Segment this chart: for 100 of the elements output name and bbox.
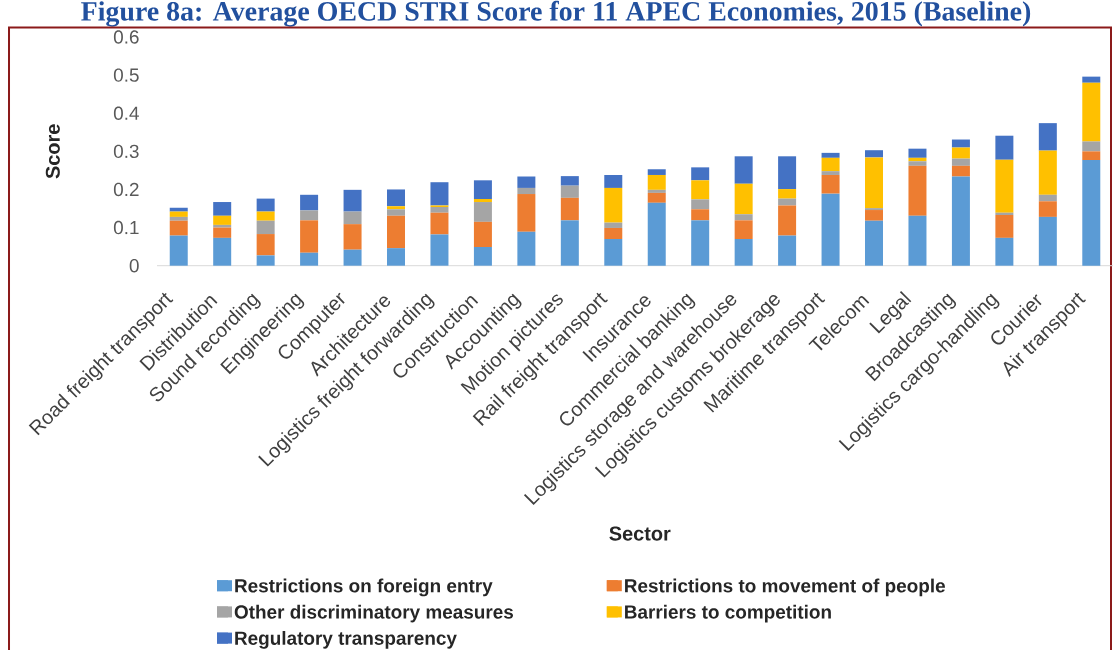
bar: [560, 197, 579, 221]
bar: [647, 174, 666, 190]
bar: [300, 210, 319, 221]
bar: [604, 222, 623, 228]
y-tick-label: 0.6: [113, 30, 139, 44]
bar: [473, 221, 492, 248]
bar: [387, 215, 406, 249]
bar: [256, 234, 275, 256]
bar: [778, 156, 797, 190]
bar: [1038, 123, 1057, 151]
bar: [691, 199, 710, 210]
bar: [647, 192, 666, 203]
bar: [387, 209, 406, 216]
bar: [691, 180, 710, 200]
bar: [1082, 141, 1101, 152]
bar: [821, 152, 840, 158]
bar: [1038, 194, 1057, 202]
y-tick-label: 0.5: [113, 68, 139, 82]
bar: [908, 148, 927, 158]
chart-title: Figure 8a: Average OECD STRI Score for 11 APEC Economies, 2015 (Baseline): [81, 0, 1031, 27]
bar: [1038, 150, 1057, 195]
bar: [821, 174, 840, 194]
bar: [213, 215, 232, 225]
bar: [1082, 151, 1101, 161]
bar: [169, 211, 188, 217]
bar: [951, 176, 970, 266]
bar: [213, 237, 232, 266]
bar: [473, 198, 492, 203]
bar: [604, 239, 623, 266]
bar: [951, 165, 970, 177]
legend-label: Restrictions to movement of people: [625, 578, 945, 597]
bar: [865, 210, 884, 221]
bar: [169, 235, 188, 266]
bar: [908, 161, 927, 166]
bar: [1082, 82, 1101, 142]
bar: [821, 171, 840, 175]
legend-label: Restrictions on foreign entry: [235, 578, 493, 597]
bar: [430, 182, 449, 206]
y-tick-label: 0.1: [113, 220, 139, 235]
bar: [430, 234, 449, 266]
bar: [995, 159, 1014, 213]
bar: [691, 220, 710, 266]
bar: [517, 176, 536, 188]
bar: [647, 169, 666, 175]
bar: [691, 167, 710, 181]
y-tick-label: 0.3: [113, 144, 139, 159]
bar: [387, 206, 406, 210]
bar: [734, 239, 753, 266]
bar: [908, 165, 927, 216]
bar: [256, 198, 275, 212]
bar: [343, 211, 362, 225]
bar: [865, 150, 884, 158]
bar: [517, 231, 536, 266]
bar: [169, 207, 188, 212]
bar: [300, 252, 319, 266]
bar: [951, 139, 970, 148]
bar: [604, 187, 623, 223]
bar: [951, 158, 970, 166]
bar: [647, 202, 666, 266]
bar: [517, 187, 536, 195]
bar: [734, 156, 753, 184]
legend-label: Barriers to competition: [625, 604, 831, 623]
bar: [1082, 76, 1101, 83]
bar: [1038, 216, 1057, 266]
bar: [647, 189, 666, 193]
bar: [995, 237, 1014, 266]
bar: [734, 220, 753, 240]
bar: [430, 206, 449, 213]
bar: [213, 227, 232, 238]
bar: [691, 209, 710, 221]
bar: [213, 224, 232, 228]
bar: [387, 189, 406, 207]
bar: [865, 220, 884, 266]
bar: [430, 212, 449, 235]
x-axis-title: Sector: [609, 526, 671, 541]
bar: [560, 176, 579, 186]
bar: [473, 180, 492, 199]
bar: [734, 183, 753, 215]
bar: [778, 235, 797, 266]
bar: [256, 220, 275, 235]
y-tick-label: 0.2: [113, 182, 139, 197]
bar: [908, 215, 927, 266]
legend-label: Regulatory transparency: [235, 631, 457, 649]
bar: [256, 211, 275, 221]
bar: [473, 247, 492, 266]
bar: [343, 189, 362, 212]
bar: [560, 185, 579, 198]
bar: [300, 220, 319, 253]
y-tick-label: 0.4: [113, 106, 139, 120]
bar: [560, 220, 579, 266]
y-axis-title: Score: [45, 124, 60, 179]
legend-label: Other discriminatory measures: [234, 604, 514, 623]
bar: [1038, 201, 1057, 217]
y-tick-label: 0: [129, 258, 139, 273]
bar: [343, 224, 362, 250]
bar: [300, 194, 319, 211]
bar: [213, 202, 232, 216]
bar: [256, 255, 275, 266]
bar: [995, 214, 1014, 238]
bar: [169, 216, 188, 221]
